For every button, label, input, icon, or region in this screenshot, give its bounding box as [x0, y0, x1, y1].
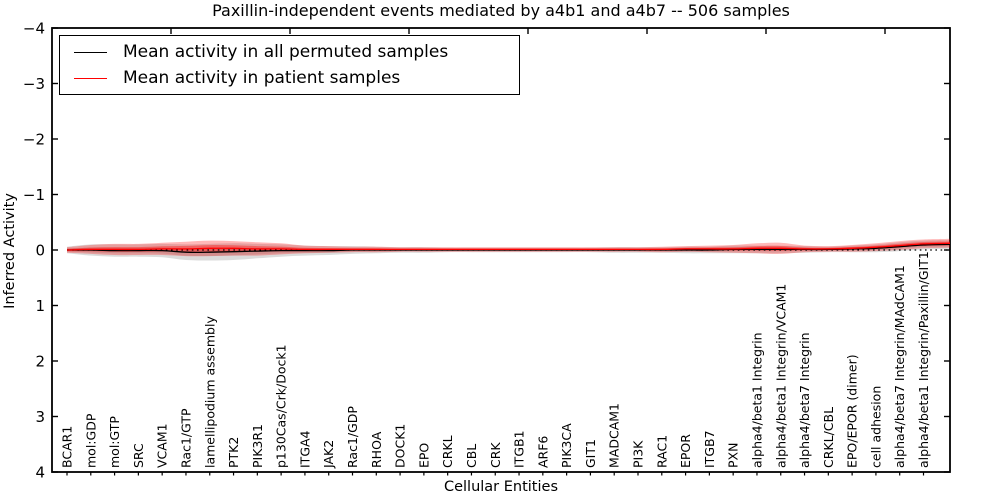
- x-tick-label: RHOA: [369, 431, 384, 468]
- x-tick-label: lamellipodium assembly: [202, 316, 217, 468]
- x-tick-label: PXN: [726, 443, 741, 468]
- x-tick-label: VCAM1: [155, 423, 170, 468]
- x-tick-label: Rac1/GDP: [345, 406, 360, 468]
- x-tick-label: mol:GDP: [83, 413, 98, 468]
- x-tick-label: ARF6: [535, 436, 550, 468]
- x-tick-label: EPOR: [678, 434, 693, 468]
- x-tick-label: EPO/EPOR (dimer): [845, 354, 860, 468]
- x-tick-label: cell adhesion: [868, 386, 883, 468]
- x-tick-label: ITGB7: [702, 430, 717, 468]
- y-tick-label: −3: [23, 75, 45, 93]
- x-tick-label: PIK3R1: [250, 424, 265, 468]
- legend-item-permuted: Mean activity in all permuted samples: [60, 42, 519, 62]
- x-tick-label: mol:GTP: [107, 416, 122, 468]
- x-tick-label: GIT1: [583, 439, 598, 468]
- y-tick-label: −4: [23, 20, 45, 38]
- x-tick-label: MADCAM1: [607, 403, 622, 468]
- y-tick-label: 4: [35, 464, 45, 482]
- x-tick-label: CBL: [464, 444, 479, 468]
- x-axis-label: Cellular Entities: [443, 479, 559, 495]
- y-tick-label: −2: [23, 131, 45, 149]
- y-tick-label: −1: [23, 186, 45, 204]
- x-tick-label: alpha4/beta7 Integrin/MAdCAM1: [892, 265, 907, 468]
- x-tick-label: alpha4/beta1 Integrin: [750, 332, 765, 468]
- x-tick-label: CRK: [488, 442, 503, 468]
- legend: Mean activity in all permuted samples Me…: [59, 35, 520, 95]
- x-tick-label: alpha4/beta1 Integrin/VCAM1: [773, 284, 788, 468]
- chart-title: Paxillin-independent events mediated by …: [212, 1, 790, 20]
- x-tick-label: alpha4/beta7 Integrin: [797, 332, 812, 468]
- patient-line-swatch: [74, 77, 107, 79]
- y-tick-label: 1: [35, 297, 45, 315]
- x-tick-label: CRKL/CBL: [821, 407, 836, 468]
- y-tick-label: 2: [35, 353, 45, 371]
- x-tick-label: JAK2: [321, 440, 336, 469]
- y-tick-label: 3: [35, 408, 45, 426]
- x-tick-label: alpha4/beta1 Integrin/Paxillin/GIT1: [916, 251, 931, 468]
- x-tick-label: Rac1/GTP: [179, 408, 194, 468]
- x-tick-label: PI3K: [631, 440, 646, 468]
- x-tick-label: SRC: [131, 443, 146, 468]
- x-tick-label: p130Cas/Crk/Dock1: [274, 344, 289, 468]
- x-tick-label: PTK2: [226, 437, 241, 468]
- legend-label-permuted: Mean activity in all permuted samples: [123, 42, 449, 62]
- x-tick-label: CRKL: [440, 435, 455, 468]
- x-tick-label: EPO: [416, 443, 431, 468]
- permuted-line-swatch: [74, 51, 107, 53]
- patient-band: [67, 238, 950, 257]
- y-tick-label: 0: [35, 242, 45, 260]
- x-tick-label: PIK3CA: [559, 423, 574, 468]
- x-tick-label: ITGB1: [512, 430, 527, 468]
- patient-mean-line: [66, 242, 951, 251]
- x-tick-label: BCAR1: [60, 426, 75, 468]
- x-tick-label: DOCK1: [393, 424, 408, 468]
- legend-label-patient: Mean activity in patient samples: [123, 68, 401, 88]
- x-tick-label: RAC1: [654, 435, 669, 468]
- legend-item-patient: Mean activity in patient samples: [60, 68, 519, 88]
- x-tick-label: ITGA4: [297, 430, 312, 468]
